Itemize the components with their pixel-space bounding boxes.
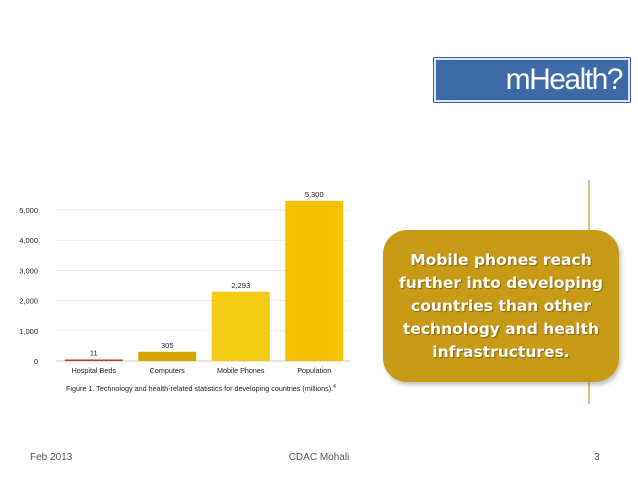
chart-bars — [64, 200, 344, 361]
bar — [64, 359, 123, 361]
y-tick-label: 5,000 — [19, 206, 38, 215]
y-tick-label: 4,000 — [19, 236, 38, 245]
footer-date: Feb 2013 — [30, 452, 73, 463]
y-tick-label: 1,000 — [19, 327, 38, 336]
footer-organization: CDAC Mohali — [288, 452, 350, 463]
slide-title-box: mHealth? — [434, 58, 630, 102]
chart-labels: 11 Hospital Beds 305 Computers 2,293 Mobile P… — [72, 190, 332, 375]
x-tick-label: Population — [297, 366, 331, 375]
bar-value-label: 5,300 — [305, 190, 324, 199]
y-tick-label: 0 — [34, 357, 38, 366]
chart-caption-note: 4 — [333, 384, 336, 390]
chart-caption-text: Figure 1. Technology and health-related … — [66, 384, 333, 393]
bar — [211, 291, 270, 361]
bar-chart: 0 1,000 2,000 3,000 4,000 5,000 11 Hospital Be… — [19, 190, 350, 393]
x-tick-label: Hospital Beds — [72, 366, 117, 375]
slide-title: mHealth? — [505, 63, 624, 96]
bar-value-label: 2,293 — [231, 281, 250, 290]
x-tick-label: Mobile Phones — [217, 366, 265, 375]
footer-page-number: 3 — [594, 452, 600, 463]
bar-value-label: 11 — [90, 349, 98, 358]
bar — [138, 351, 197, 361]
bar-value-label: 305 — [161, 341, 174, 350]
chart-caption: Figure 1. Technology and health-related … — [66, 384, 336, 393]
callout-text: Mobile phones reach further into develop… — [399, 250, 603, 361]
y-tick-label: 3,000 — [19, 266, 38, 275]
y-axis-ticks: 0 1,000 2,000 3,000 4,000 5,000 — [19, 206, 38, 366]
bar — [285, 200, 344, 361]
y-tick-label: 2,000 — [19, 297, 38, 306]
x-tick-label: Computers — [150, 366, 186, 375]
callout-box: Mobile phones reach further into develop… — [383, 230, 619, 382]
